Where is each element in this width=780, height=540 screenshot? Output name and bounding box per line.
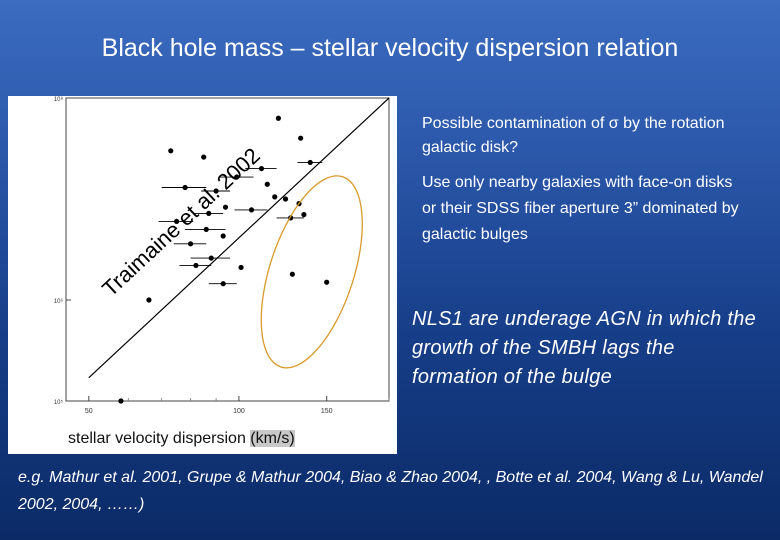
x-axis-unit: (km/s): [250, 430, 295, 447]
x-axis-label: stellar velocity dispersion (km/s): [68, 430, 295, 448]
chart-panel: 50 100 150 10⁸ 10⁶ 10⁵ Traimaine et al. 2002: [8, 96, 397, 454]
data-point: [213, 188, 219, 194]
x-tick-label: 100: [233, 408, 245, 415]
data-point: [118, 398, 124, 404]
x-tick-label: 150: [321, 408, 333, 415]
x-axis-label-text: stellar velocity dispersion: [68, 430, 251, 447]
highlight-ellipse: [260, 175, 363, 369]
y-axis-label: Black hole mass (M⊙): [27, 180, 48, 360]
data-point: [206, 210, 212, 217]
data-point: [301, 212, 307, 218]
data-point: [220, 233, 226, 239]
data-point: [307, 159, 313, 166]
data-point: [272, 194, 278, 200]
y-tick-label: 10⁵: [54, 399, 64, 406]
data-point: [222, 204, 229, 210]
x-tick-label: 50: [85, 408, 93, 415]
y-tick-label: 10⁸: [54, 96, 64, 103]
nearby-galaxies-note: Use only nearby galaxies with face-on di…: [422, 174, 739, 243]
data-point: [258, 165, 265, 172]
y-tick-label: 10⁶: [54, 298, 64, 305]
data-point: [234, 174, 240, 180]
data-point: [208, 255, 214, 261]
data-point: [298, 135, 304, 141]
data-point: [174, 218, 180, 225]
data-point: [193, 262, 199, 269]
scatter-chart: 50 100 150 10⁸ 10⁶ 10⁵ Traimaine et al. 2002: [54, 96, 390, 415]
slide-title: Black hole mass – stellar velocity dispe…: [101, 34, 679, 62]
data-point: [324, 279, 330, 285]
contamination-question: Possible contamination of σ by the rotat…: [422, 115, 725, 156]
nls1-statement: NLS1 are underage AGN in which the growt…: [412, 308, 757, 388]
data-point: [168, 148, 174, 154]
data-point: [146, 297, 152, 303]
data-point: [182, 184, 188, 191]
data-point: [264, 181, 270, 187]
data-point: [201, 154, 207, 160]
relation-label: Traimaine et al. 2002: [97, 143, 265, 302]
data-point: [248, 207, 255, 213]
data-point: [187, 241, 194, 247]
msigma-relation-line: [88, 97, 390, 379]
plot-frame: [65, 97, 390, 402]
data-point: [203, 226, 209, 233]
references: e.g. Mathur et al. 2001, Grupe & Mathur …: [18, 469, 763, 513]
data-point: [289, 271, 295, 277]
data-point: [238, 264, 244, 271]
data-point: [220, 281, 226, 287]
data-point: [282, 196, 289, 202]
data-point: [275, 115, 281, 121]
